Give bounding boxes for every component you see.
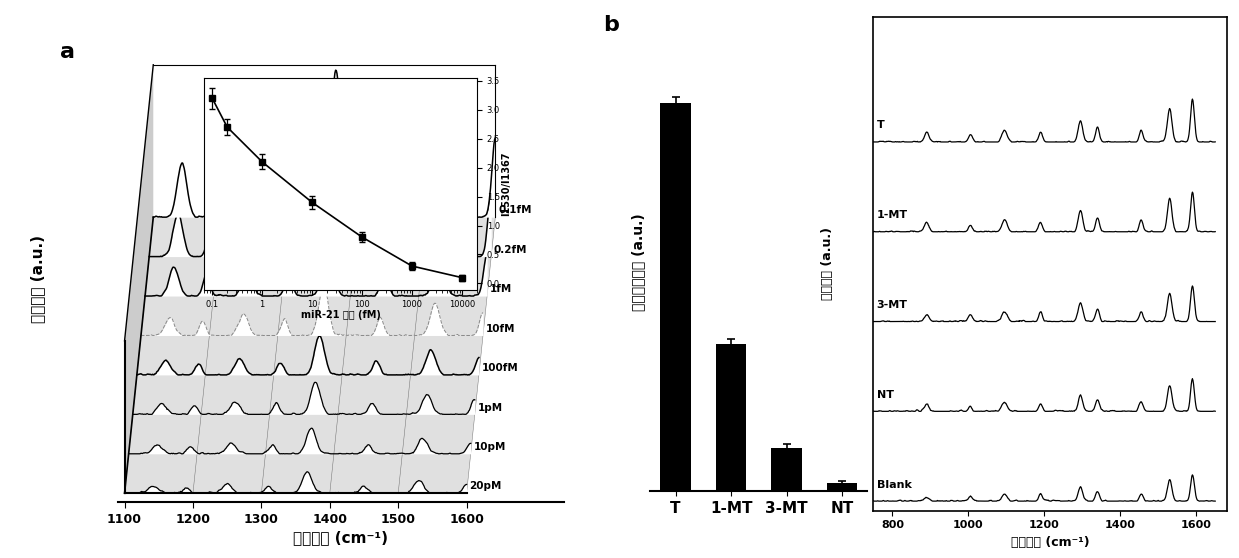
Text: T: T <box>876 121 885 131</box>
Bar <box>826 483 857 491</box>
Y-axis label: 相对拉曼强度 (a.u.): 相对拉曼强度 (a.u.) <box>631 213 646 311</box>
Text: 10pM: 10pM <box>473 442 506 452</box>
X-axis label: 拉曼位移 (cm⁻¹): 拉曼位移 (cm⁻¹) <box>1011 536 1089 549</box>
Polygon shape <box>125 217 496 493</box>
Text: 20pM: 20pM <box>470 482 502 492</box>
Polygon shape <box>125 65 154 493</box>
Text: a: a <box>59 42 74 62</box>
Y-axis label: I1530/I1367: I1530/I1367 <box>502 152 512 217</box>
Text: 3-MT: 3-MT <box>876 300 907 310</box>
Text: Blank: Blank <box>876 479 912 489</box>
Text: 1fM: 1fM <box>489 284 512 294</box>
Text: 1pM: 1pM <box>477 402 503 412</box>
X-axis label: miR-21 浓度 (fM): miR-21 浓度 (fM) <box>301 310 380 320</box>
Text: 拉曼强度 (a.u.): 拉曼强度 (a.u.) <box>30 235 45 323</box>
X-axis label: 拉曼位移 (cm⁻¹): 拉曼位移 (cm⁻¹) <box>294 530 388 545</box>
Bar <box>772 449 802 491</box>
Text: 100fM: 100fM <box>482 363 518 373</box>
Text: NT: NT <box>876 390 893 400</box>
Text: 拉曼强度 (a.u.): 拉曼强度 (a.u.) <box>821 227 834 300</box>
Text: 0.2fM: 0.2fM <box>494 245 528 255</box>
Bar <box>660 103 691 491</box>
Text: b: b <box>602 15 618 35</box>
Text: 10fM: 10fM <box>486 324 515 334</box>
Bar <box>716 344 746 491</box>
Text: 0.1fM: 0.1fM <box>498 205 532 215</box>
Text: 1-MT: 1-MT <box>876 210 908 220</box>
